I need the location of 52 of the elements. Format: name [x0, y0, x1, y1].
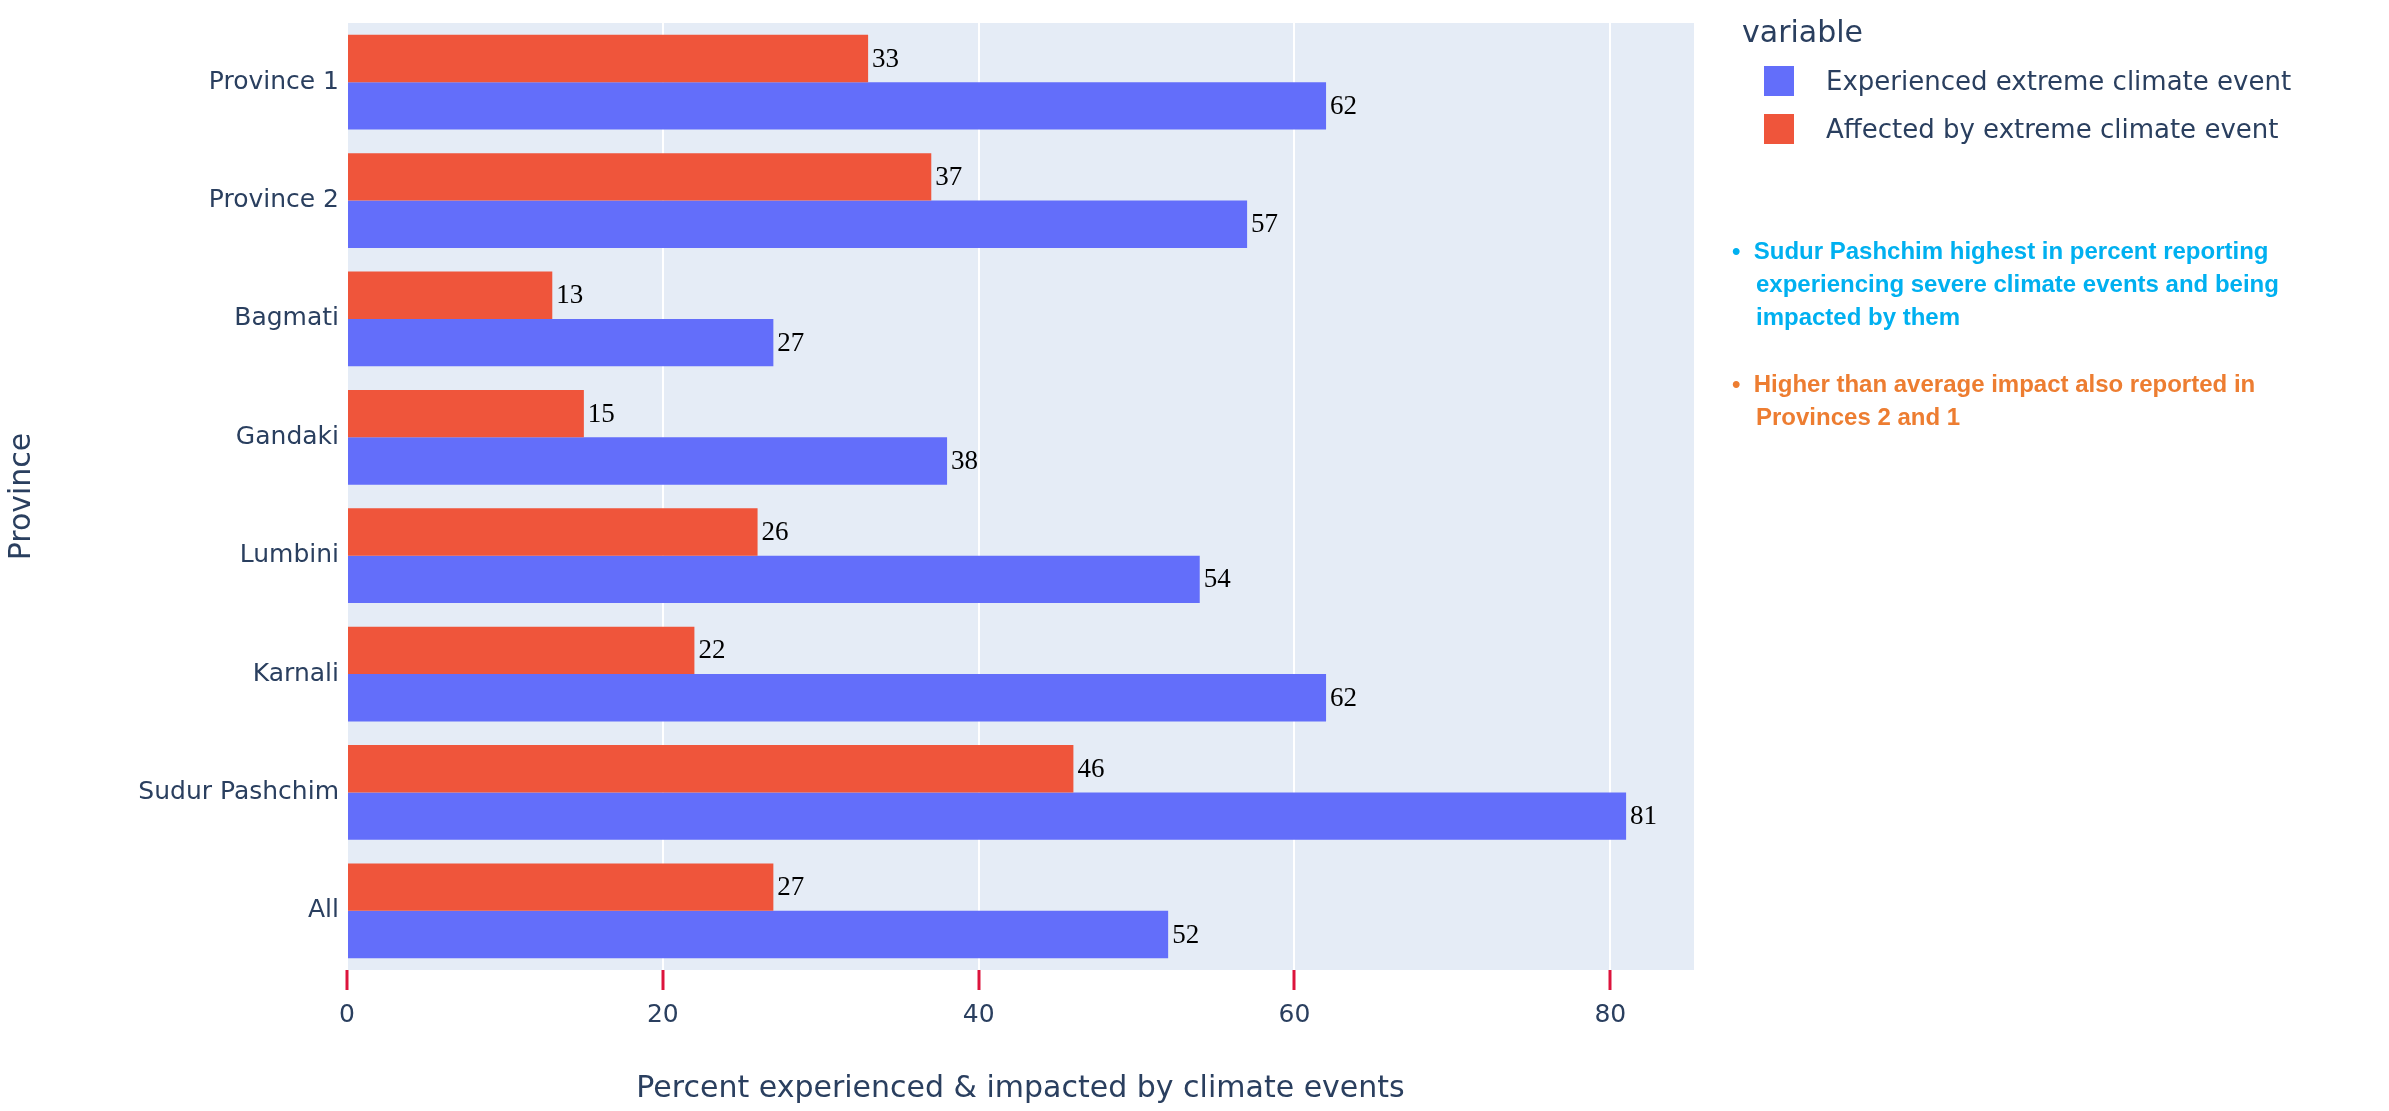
data-label: 38	[951, 445, 979, 476]
data-label: 22	[698, 634, 726, 665]
legend-label: Affected by extreme climate event	[1826, 114, 2279, 144]
data-label: 13	[556, 279, 584, 310]
data-label: 15	[587, 397, 615, 428]
y-tick-label: Gandaki	[235, 420, 339, 450]
y-tick-label: All	[308, 894, 339, 924]
data-label: 37	[935, 160, 963, 191]
bar	[348, 555, 1200, 604]
legend-label: Experienced extreme climate event	[1826, 66, 2292, 96]
x-axis-title: Percent experienced & impacted by climate events	[636, 1068, 1405, 1104]
y-tick-label: Province 1	[208, 65, 339, 95]
bar	[348, 389, 584, 438]
data-label: 26	[761, 516, 789, 547]
x-tick-label: 40	[962, 998, 995, 1028]
y-tick-label: Sudur Pashchim	[138, 775, 339, 805]
bar	[348, 910, 1169, 959]
y-tick-label: Bagmati	[234, 302, 339, 332]
data-label: 46	[1077, 752, 1105, 783]
bar	[348, 200, 1248, 248]
text: • Higher than average impact also reported in Provinces 2 and 1	[1732, 369, 2257, 432]
y-tick-label: Lumbini	[239, 539, 339, 569]
bar	[348, 318, 774, 367]
data-label: 27	[777, 326, 805, 357]
bar	[348, 792, 1627, 840]
bar	[348, 674, 1327, 722]
bar	[348, 34, 869, 83]
data-label: 62	[1330, 89, 1358, 120]
data-label: 27	[777, 871, 805, 902]
bar	[348, 508, 758, 556]
bar	[348, 745, 1074, 793]
bar	[348, 626, 695, 675]
data-label: 52	[1172, 918, 1200, 949]
text: • Sudur Pashchim highest in percent reporting experiencing severe climate events and being impacted by them	[1732, 236, 2280, 332]
legend-title: variable	[1742, 14, 1865, 49]
x-tick-label: 0	[339, 998, 355, 1028]
bar	[348, 271, 553, 319]
y-axis-title: Province	[1, 432, 37, 561]
bar	[348, 82, 1327, 130]
x-tick-label: 60	[1278, 998, 1311, 1028]
x-tick-label: 80	[1594, 998, 1627, 1028]
data-label: 33	[872, 42, 900, 73]
x-tick-label: 20	[646, 998, 679, 1028]
bar	[348, 437, 948, 485]
data-label: 57	[1251, 208, 1279, 239]
data-label: 54	[1203, 563, 1232, 594]
data-label: 62	[1330, 681, 1358, 712]
y-tick-label: Karnali	[252, 657, 339, 687]
bar	[348, 863, 774, 911]
data-label: 81	[1630, 800, 1658, 831]
bar	[348, 153, 932, 201]
y-tick-label: Province 2	[208, 184, 339, 214]
